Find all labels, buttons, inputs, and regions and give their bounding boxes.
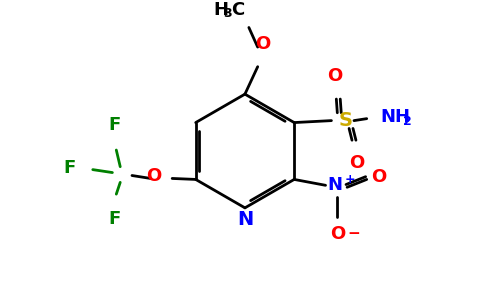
Text: O: O (146, 167, 161, 185)
Text: H: H (213, 1, 228, 19)
Text: −: − (347, 226, 360, 242)
Text: O: O (327, 67, 342, 85)
Text: O: O (371, 169, 386, 187)
Text: F: F (63, 159, 75, 177)
Text: S: S (338, 111, 352, 130)
Text: O: O (349, 154, 364, 172)
Text: O: O (255, 35, 270, 53)
Text: 2: 2 (403, 115, 412, 128)
Text: C: C (231, 1, 244, 19)
Text: F: F (108, 210, 121, 228)
Text: O: O (330, 224, 345, 242)
Text: 3: 3 (224, 7, 232, 20)
Text: NH: NH (380, 108, 410, 126)
Text: N: N (237, 210, 253, 229)
Text: N: N (328, 176, 343, 194)
Text: +: + (344, 173, 355, 186)
Text: F: F (108, 116, 121, 134)
